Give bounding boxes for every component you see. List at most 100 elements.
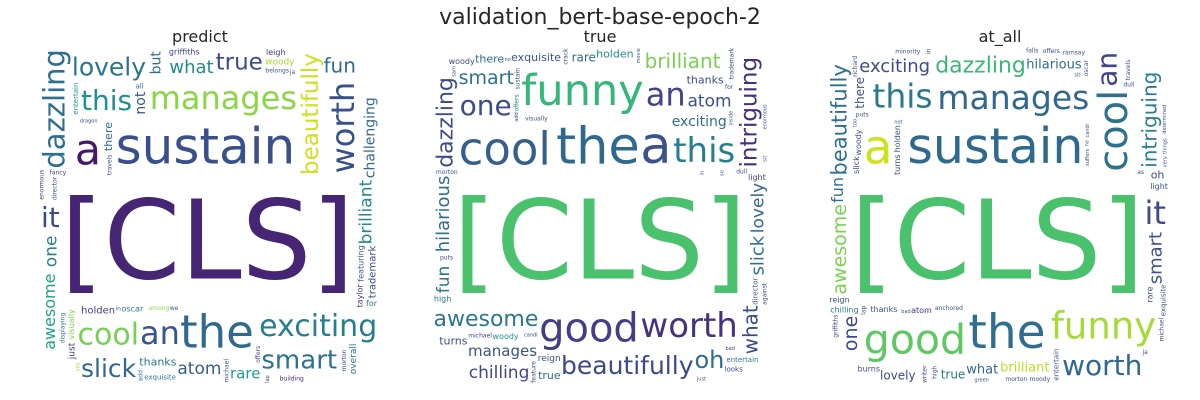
word-brilliant: brilliant <box>1000 361 1049 376</box>
word-just: just <box>68 342 78 360</box>
word-for: for <box>725 84 734 91</box>
word-an: an <box>140 314 180 352</box>
word-this: this <box>872 77 932 116</box>
word-a: a <box>864 121 893 176</box>
word-high: high <box>931 366 938 379</box>
word-griffiths: griffiths <box>832 315 839 338</box>
word-holden: holden <box>893 125 902 152</box>
word-brilliant: brilliant <box>645 49 721 73</box>
word-rare: rare <box>572 51 596 65</box>
word-chilling: chilling <box>830 306 859 315</box>
word-as: as <box>1137 169 1144 176</box>
word-woody: woody <box>854 129 863 155</box>
word-feature: feature <box>531 361 538 383</box>
word-director: director <box>752 278 760 305</box>
word-dragon: dragon <box>80 118 98 124</box>
word-travels: travels <box>106 155 113 176</box>
word-slick: slick <box>852 156 861 174</box>
word-dazzling: dazzling <box>38 49 72 169</box>
word-light: light <box>748 173 766 182</box>
word-morton: morton <box>1005 376 1027 383</box>
word-determined: determined <box>1162 105 1168 134</box>
word-awesome: awesome <box>40 274 59 350</box>
word-travels: travels <box>1125 60 1132 81</box>
word-belongs: belongs <box>265 68 289 75</box>
word-enormous: enormous <box>39 170 46 200</box>
word-fun: fun <box>828 177 847 203</box>
word-thanks: thanks <box>687 73 724 86</box>
word-lap: lap <box>265 375 271 383</box>
word-a: a <box>75 125 101 175</box>
word-moody: moody <box>1030 376 1051 383</box>
word-what: what <box>738 305 762 354</box>
figure-title: validation_bert-base-epoch-2 <box>439 5 761 30</box>
word-slick: slick <box>81 354 137 383</box>
word-too: too <box>853 119 859 127</box>
word-exquisite: exquisite <box>1159 285 1167 317</box>
word-fun: fun <box>434 266 454 294</box>
word-against: against <box>762 282 769 305</box>
word-rare: rare <box>1146 286 1155 302</box>
word-hilarious: hilarious <box>1026 58 1082 73</box>
word-but: but <box>149 51 165 75</box>
word-oh: oh <box>1151 168 1165 181</box>
word-not: not <box>894 120 902 126</box>
word-puts: puts <box>856 112 869 119</box>
word-among: among <box>149 305 170 312</box>
word-woody: woody <box>265 58 295 68</box>
word-holden: holden <box>81 306 115 317</box>
word-in: in <box>926 48 933 54</box>
word-candi: candi <box>1085 124 1091 138</box>
word-there: there <box>853 77 867 109</box>
word-an: an <box>1090 52 1123 87</box>
word-green: green <box>974 377 988 383</box>
word-lovely: lovely <box>880 369 916 383</box>
word-dazzling: dazzling <box>935 53 1026 78</box>
word-looks: looks <box>725 366 744 374</box>
word-a: a <box>640 117 671 176</box>
word-atom: atom <box>911 306 932 315</box>
word-worth: worth <box>640 306 737 346</box>
word-worth: worth <box>1062 349 1142 382</box>
word-the: the <box>180 306 254 359</box>
word-cls: [CLS] <box>453 176 747 304</box>
word-light: light <box>1150 182 1168 191</box>
word-featuring: featuring <box>357 245 366 282</box>
word-one: one <box>41 236 61 268</box>
word-trademark: trademark <box>728 47 735 79</box>
word-so: so <box>719 170 725 176</box>
word-taylor: taylor <box>356 284 365 308</box>
word-funny: funny <box>1051 305 1156 348</box>
word-cls: [CLS] <box>851 176 1145 304</box>
word-bad: bad <box>726 346 735 352</box>
word-displaying: displaying <box>59 313 66 344</box>
word-sit: sit <box>763 156 769 162</box>
word-atom: atom <box>688 91 732 111</box>
word-brilliant: brilliant <box>356 180 376 245</box>
word-enormous: enormous <box>763 104 769 129</box>
word-visually: visually <box>525 116 548 123</box>
word-sit: sit <box>1074 73 1080 79</box>
word-suffers: suffers <box>1085 149 1091 166</box>
word-true: true <box>216 50 263 76</box>
word-there: there <box>102 122 115 151</box>
word-trademark: trademark <box>368 246 379 299</box>
word-exciting: exciting <box>672 114 727 130</box>
word-it: it <box>1145 194 1166 232</box>
word-minority: minority <box>895 49 920 56</box>
word-dazzling: dazzling <box>434 77 459 168</box>
word-inside: inside <box>729 111 735 126</box>
word-offers: offers <box>255 346 262 363</box>
word-intriguing: intriguing <box>1138 72 1162 168</box>
word-burns: burns <box>858 364 881 373</box>
word-the: the <box>968 305 1045 360</box>
word-fancy: fancy <box>50 170 67 177</box>
word-this: this <box>81 84 132 117</box>
word-candi: candi <box>524 333 538 339</box>
word-good: good <box>539 305 639 351</box>
word-falls: falls <box>1026 48 1038 55</box>
word-thanks: thanks <box>870 305 897 314</box>
word-chilling: chilling <box>469 363 530 383</box>
word-beautifully: beautifully <box>298 53 324 175</box>
